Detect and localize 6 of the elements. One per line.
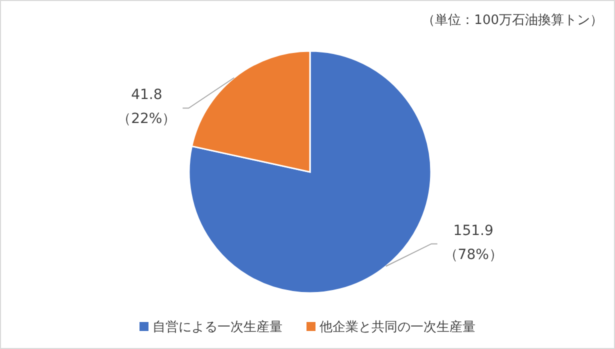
legend-label: 他企業と共同の一次生産量 [320, 319, 476, 335]
legend-label: 自営による一次生産量 [152, 319, 282, 335]
data-label: 151.9 （78%） [444, 222, 503, 263]
data-label: 41.8 （22%） [117, 87, 176, 128]
text: （単位：100万石油換算トン） [422, 13, 603, 28]
pie-slice [188, 50, 432, 294]
